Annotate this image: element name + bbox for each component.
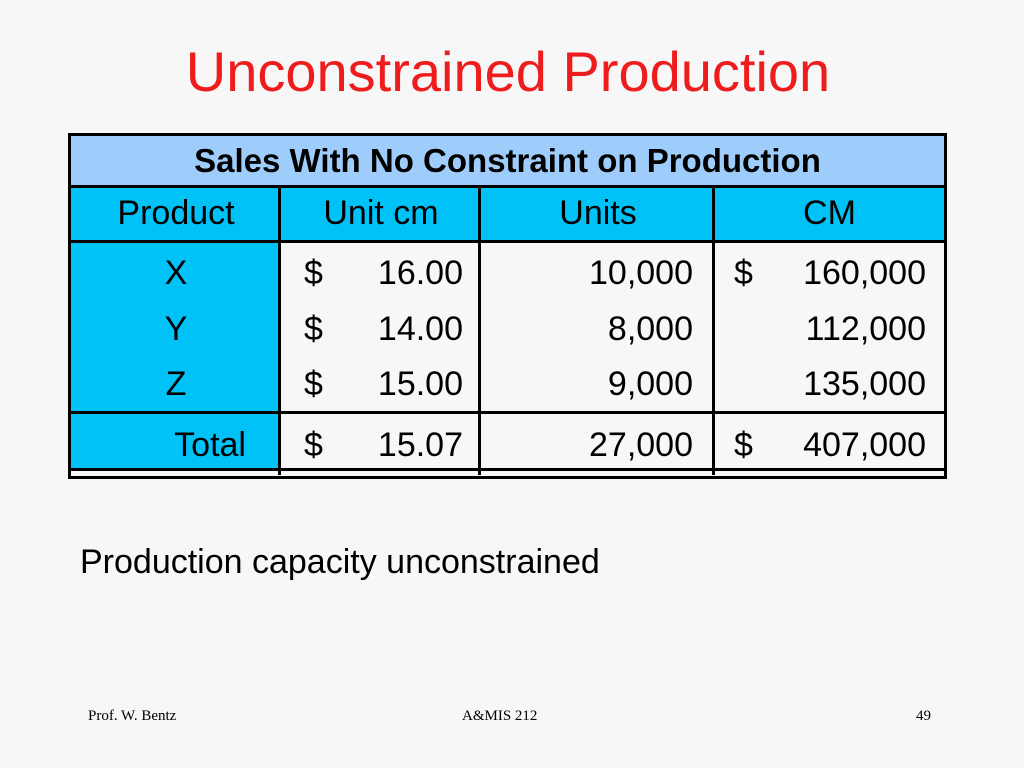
- header-unit-cm: Unit cm: [281, 188, 481, 243]
- divider-3: [712, 188, 715, 475]
- row-z-cm: 135,000: [803, 365, 926, 403]
- bottom-rule: [71, 468, 944, 471]
- header-product: Product: [71, 188, 281, 243]
- row-y-unit-cm-symbol: $: [304, 310, 323, 348]
- row-y-product: Y: [164, 310, 188, 348]
- row-y-units: 8,000: [607, 310, 693, 348]
- total-cm: 407,000: [803, 426, 926, 464]
- row-y-unit-cm: 14.00: [377, 310, 463, 348]
- sales-table: Sales With No Constraint on Production P…: [68, 133, 947, 479]
- header-units: Units: [481, 188, 715, 243]
- footer-author: Prof. W. Bentz: [88, 708, 177, 724]
- slide-title: Unconstrained Production: [185, 40, 831, 103]
- row-x-unit-cm: 16.00: [377, 254, 463, 292]
- row-x-cm-symbol: $: [734, 254, 753, 292]
- row-x-cm: 160,000: [803, 254, 926, 292]
- divider-2: [478, 188, 481, 475]
- product-column-band: [71, 243, 281, 469]
- row-z-product: Z: [165, 365, 187, 403]
- total-unit-cm-symbol: $: [304, 426, 323, 464]
- row-z-unit-cm: 15.00: [377, 365, 463, 403]
- total-label: Total: [174, 426, 246, 464]
- total-units: 27,000: [589, 426, 693, 464]
- body-text: Production capacity unconstrained: [80, 543, 600, 581]
- row-y-cm: 112,000: [805, 310, 926, 348]
- footer-page-number: 49: [916, 708, 931, 724]
- footer-course: A&MIS 212: [462, 708, 538, 724]
- table-title: Sales With No Constraint on Production: [71, 136, 944, 188]
- divider-1: [278, 188, 281, 475]
- row-x-units: 10,000: [589, 254, 693, 292]
- total-cm-symbol: $: [734, 426, 753, 464]
- header-cm: CM: [715, 188, 944, 243]
- row-x-product: X: [164, 254, 188, 292]
- row-x-unit-cm-symbol: $: [304, 254, 323, 292]
- total-unit-cm: 15.07: [377, 426, 463, 464]
- row-z-unit-cm-symbol: $: [304, 365, 323, 403]
- row-z-units: 9,000: [607, 365, 693, 403]
- total-separator: [71, 411, 944, 414]
